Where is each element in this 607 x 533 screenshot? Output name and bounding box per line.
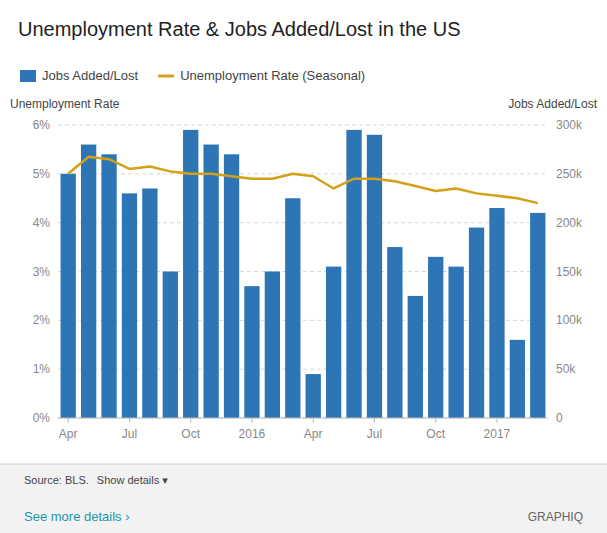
line <box>68 157 538 203</box>
y-tick-label: 4% <box>33 216 51 230</box>
x-tick <box>68 418 69 423</box>
x-tick <box>251 418 252 423</box>
see-more[interactable]: See more details › <box>24 509 130 524</box>
plot-area <box>61 130 546 418</box>
x-tick-label: Apr <box>304 427 323 441</box>
legend-label: Jobs Added/Lost <box>42 68 139 83</box>
x-tick-label: Oct <box>426 427 445 441</box>
y-tick-label: 1% <box>33 362 51 376</box>
x-axis-line <box>58 418 548 419</box>
y2-tick-label: 100k <box>556 313 583 327</box>
legend-label: Unemployment Rate (Seasonal) <box>180 68 365 83</box>
y2-tick-label: 300k <box>556 118 583 132</box>
title: Unemployment Rate & Jobs Added/Lost in t… <box>18 18 460 40</box>
bar <box>346 130 361 418</box>
y2-tick-label: 50k <box>556 362 576 376</box>
legend-swatch <box>20 70 36 82</box>
x-tick <box>374 418 375 423</box>
source: Source: BLS. <box>24 474 89 486</box>
y-tick-label: 0% <box>33 411 51 425</box>
y-axis-label: Unemployment Rate <box>10 97 120 111</box>
grid-line <box>58 418 548 419</box>
grid-line <box>58 125 548 126</box>
legend-swatch <box>158 75 174 78</box>
bar <box>224 154 239 418</box>
footer <box>0 464 607 533</box>
y-tick-label: 5% <box>33 167 51 181</box>
x-tick <box>129 418 130 423</box>
x-tick <box>496 418 497 423</box>
bar <box>203 145 218 418</box>
footer-separator <box>0 464 607 465</box>
y2-tick-label: 150k <box>556 265 583 279</box>
bar <box>142 188 157 418</box>
x-tick-label: Apr <box>59 427 78 441</box>
y-tick-label: 2% <box>33 313 51 327</box>
y2-tick-label: 200k <box>556 216 583 230</box>
x-tick-label: 2017 <box>484 427 511 441</box>
bar <box>408 296 423 418</box>
bar <box>387 247 402 418</box>
bar <box>448 267 463 418</box>
legend: Jobs Added/Lost Unemployment Rate (Season… <box>20 68 365 83</box>
chart: Unemployment Rate & Jobs Added/Lost in t… <box>0 0 607 533</box>
bar <box>244 286 259 418</box>
bar <box>81 145 96 418</box>
x-tick-label: Oct <box>181 427 200 441</box>
bar <box>163 272 178 419</box>
y-tick-label: 3% <box>33 265 51 279</box>
bar <box>61 174 76 418</box>
y2-tick-label: 250k <box>556 167 583 181</box>
x-tick <box>190 418 191 423</box>
bar <box>122 193 137 418</box>
x-tick <box>313 418 314 423</box>
x-tick-label: Jul <box>367 427 382 441</box>
bar <box>285 198 300 418</box>
show-details[interactable]: Show details ▾ <box>97 474 168 486</box>
bar <box>428 257 443 418</box>
x-tick <box>435 418 436 423</box>
bar <box>510 340 525 418</box>
bar <box>326 267 341 418</box>
brand: GRAPHIQ <box>528 510 583 524</box>
bar <box>469 228 484 418</box>
bar <box>306 374 321 418</box>
y2-axis-label: Jobs Added/Lost <box>508 97 597 111</box>
bar <box>489 208 504 418</box>
x-tick-label: 2016 <box>239 427 266 441</box>
y-tick-label: 6% <box>33 118 51 132</box>
x-tick-label: Jul <box>122 427 137 441</box>
bar <box>530 213 545 418</box>
bar <box>101 154 116 418</box>
bar <box>367 135 382 418</box>
bar <box>265 272 280 419</box>
y2-tick-label: 0 <box>556 411 563 425</box>
